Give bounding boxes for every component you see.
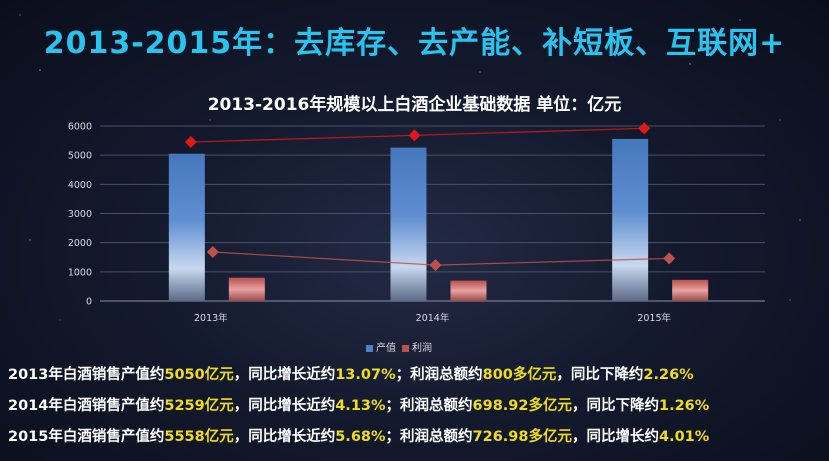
stat-highlight: 13.07% — [335, 367, 396, 383]
x-tick-label: 2015年 — [637, 312, 671, 324]
stat-highlight: 4.13% — [335, 398, 386, 414]
series-line — [212, 251, 670, 266]
stat-highlight: 800多亿元 — [482, 367, 557, 383]
stat-text: ；利润总额约 — [385, 398, 473, 414]
stat-highlight: 5050亿元 — [164, 367, 234, 383]
stat-text: ，同比下降约 — [572, 398, 659, 414]
y-tick-label: 6000 — [68, 122, 92, 133]
line-point — [663, 252, 676, 265]
legend-item-profit: 利润 — [402, 339, 432, 354]
chart-bars — [168, 138, 709, 301]
stat-line: 2013年白酒销售产值约5050亿元，同比增长近约13.07%；利润总额约800… — [8, 360, 823, 391]
stat-highlight: 698.92多亿元 — [472, 398, 572, 414]
bar-profit — [450, 280, 487, 301]
stat-text: 2015年白酒销售产值约 — [8, 429, 165, 445]
y-tick-label: 1000 — [68, 267, 92, 278]
legend-label-profit: 利润 — [412, 343, 432, 354]
chart-grid — [100, 125, 765, 302]
y-tick-label: 2000 — [68, 238, 92, 249]
y-tick-label: 5000 — [68, 151, 92, 162]
stat-text: ，同比增长近约 — [233, 367, 336, 383]
bar-output — [168, 153, 205, 301]
stat-highlight: 5.68% — [335, 429, 386, 445]
chart-lines — [184, 122, 676, 272]
stat-text: 2014年白酒销售产值约 — [8, 398, 165, 414]
chart-title: 2013-2016年规模以上白酒企业基础数据 单位：亿元 — [207, 95, 622, 115]
stat-line: 2015年白酒销售产值约5558亿元，同比增长近约5.68%；利润总额约726.… — [8, 422, 823, 453]
bar-output — [390, 147, 427, 301]
x-tick-label: 2014年 — [416, 312, 450, 324]
line-point — [408, 129, 421, 142]
line-point — [638, 122, 651, 135]
x-axis: 2013年 2014年 2015年 — [194, 312, 672, 324]
stat-highlight: 4.01% — [659, 429, 710, 445]
stat-text: ，同比增长近约 — [233, 429, 336, 445]
y-tick-label: 0 — [86, 297, 92, 308]
legend-item-output: 产值 — [366, 339, 396, 354]
legend-swatch-output — [366, 344, 373, 352]
y-tick-label: 4000 — [68, 180, 92, 191]
y-tick-label: 3000 — [68, 209, 92, 220]
stat-highlight: 1.26% — [659, 398, 710, 414]
line-point — [206, 246, 219, 258]
x-tick-label: 2013年 — [194, 312, 228, 324]
page-title: 2013-2015年：去库存、去产能、补短板、互联网+ — [43, 26, 786, 61]
legend-label-output: 产值 — [376, 343, 396, 354]
stat-highlight: 5259亿元 — [164, 398, 234, 414]
stats-block: 2013年白酒销售产值约5050亿元，同比增长近约13.07%；利润总额约800… — [8, 360, 823, 453]
bar-output — [612, 138, 649, 301]
stat-highlight: 5558亿元 — [164, 429, 234, 445]
y-axis: 0 1000 2000 3000 4000 5000 6000 — [68, 122, 92, 308]
stat-text: ，同比增长近约 — [233, 398, 336, 414]
stat-line: 2014年白酒销售产值约5259亿元，同比增长近约4.13%；利润总额约698.… — [8, 391, 823, 422]
stat-text: ；利润总额约 — [395, 367, 483, 383]
line-point — [184, 136, 197, 149]
stat-text: 2013年白酒销售产值约 — [8, 367, 165, 383]
bar-profit — [672, 279, 709, 301]
stat-text: ，同比下降约 — [556, 367, 644, 383]
stat-text: ；利润总额约 — [385, 429, 473, 445]
line-point — [429, 259, 442, 272]
stat-highlight: 2.26% — [643, 367, 694, 383]
stat-text: ，同比增长约 — [572, 429, 659, 445]
legend-swatch-profit — [402, 344, 409, 352]
stat-highlight: 726.98多亿元 — [472, 429, 572, 445]
chart-legend: 产值 利润 — [366, 339, 432, 354]
bar-profit — [228, 277, 265, 301]
